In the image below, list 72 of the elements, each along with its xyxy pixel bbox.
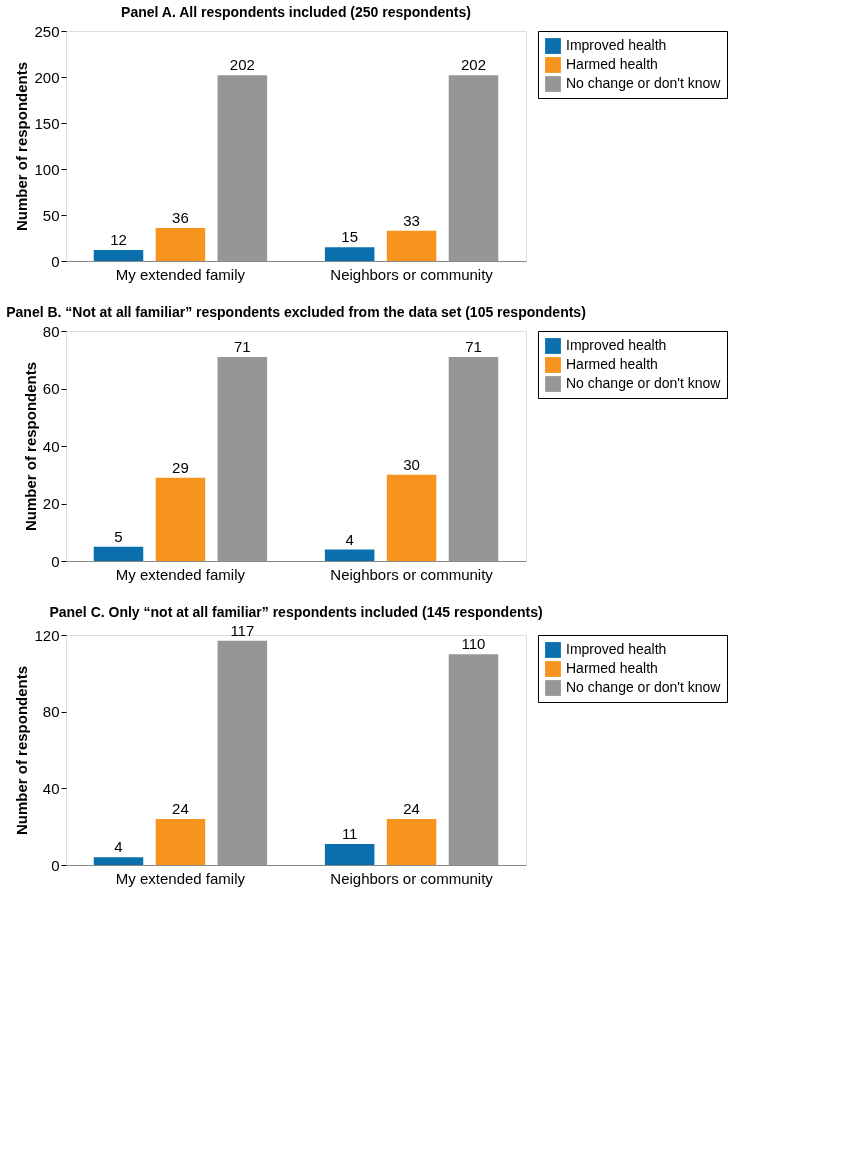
data-label: 24 bbox=[403, 800, 420, 817]
bar bbox=[155, 477, 206, 561]
y-tick-label: 80 bbox=[42, 703, 60, 721]
data-label: 12 bbox=[110, 230, 127, 248]
legend-label: Harmed health bbox=[566, 356, 658, 372]
y-tick-label: 200 bbox=[34, 68, 60, 86]
data-label: 71 bbox=[234, 337, 251, 355]
legend-label: No change or don't know bbox=[566, 75, 722, 91]
chart-title: Panel C. Only “not at all familiar” respondents included (145 respondents) bbox=[49, 603, 543, 620]
bar bbox=[448, 75, 499, 261]
bar bbox=[386, 819, 437, 865]
bar bbox=[324, 549, 375, 561]
data-label: 29 bbox=[172, 458, 189, 476]
bar bbox=[217, 75, 268, 261]
y-axis-title: Number of respondents bbox=[13, 61, 31, 232]
y-tick-label: 250 bbox=[34, 22, 60, 40]
y-tick-label: 80 bbox=[42, 322, 60, 340]
data-label: 36 bbox=[172, 208, 189, 226]
bar bbox=[217, 640, 268, 865]
bar bbox=[155, 819, 206, 865]
chart-title: Panel A. All respondents included (250 respondents) bbox=[121, 4, 471, 20]
bar bbox=[93, 857, 144, 865]
data-label: 202 bbox=[460, 56, 487, 74]
bar bbox=[155, 227, 206, 261]
data-label: 30 bbox=[403, 455, 420, 473]
y-tick-label: 20 bbox=[42, 495, 60, 512]
data-label: 71 bbox=[465, 337, 482, 355]
x-tick-label: My extended family bbox=[115, 265, 246, 283]
legend-label: Improved health bbox=[566, 37, 667, 53]
y-axis-title: Number of respondents bbox=[13, 665, 31, 836]
data-label: 11 bbox=[341, 824, 358, 842]
bar bbox=[93, 249, 144, 261]
y-axis-title: Number of respondents bbox=[21, 361, 39, 532]
y-tick-label: 40 bbox=[42, 437, 60, 455]
data-label: 4 bbox=[114, 838, 123, 856]
y-tick-label: 0 bbox=[51, 252, 60, 270]
legend-label: No change or don't know bbox=[566, 679, 722, 695]
data-label: 202 bbox=[229, 56, 255, 74]
bar bbox=[93, 546, 144, 561]
bar bbox=[324, 843, 375, 865]
legend-label: Improved health bbox=[566, 641, 667, 657]
chart-title: Panel B. “Not at all familiar” respondents excluded from the data set (105 respondents) bbox=[6, 304, 586, 320]
data-label: 15 bbox=[341, 228, 358, 246]
y-tick-label: 100 bbox=[34, 160, 60, 178]
bar bbox=[386, 230, 437, 261]
y-tick-label: 0 bbox=[51, 552, 60, 570]
bar bbox=[386, 474, 437, 561]
bar bbox=[448, 654, 499, 865]
y-tick-label: 60 bbox=[42, 380, 60, 397]
x-tick-label: Neighbors or community bbox=[330, 869, 494, 887]
y-tick-label: 0 bbox=[51, 856, 60, 874]
y-tick-label: 40 bbox=[42, 779, 60, 797]
bar bbox=[324, 247, 375, 261]
data-label: 33 bbox=[403, 211, 420, 229]
legend-label: Harmed health bbox=[566, 56, 658, 72]
y-tick-label: 50 bbox=[42, 206, 60, 224]
data-label: 4 bbox=[345, 530, 354, 548]
legend-label: No change or don't know bbox=[566, 375, 722, 391]
data-label: 110 bbox=[461, 635, 486, 653]
x-tick-label: My extended family bbox=[115, 869, 246, 887]
x-tick-label: My extended family bbox=[115, 565, 246, 583]
y-tick-label: 120 bbox=[34, 626, 60, 644]
y-tick-label: 150 bbox=[34, 114, 60, 132]
bar bbox=[217, 356, 268, 561]
x-tick-label: Neighbors or community bbox=[330, 265, 494, 283]
data-label: 24 bbox=[172, 800, 189, 817]
legend-label: Improved health bbox=[566, 337, 667, 353]
bar bbox=[448, 356, 499, 561]
legend-label: Harmed health bbox=[566, 660, 658, 676]
x-tick-label: Neighbors or community bbox=[330, 565, 494, 583]
data-label: 117 bbox=[230, 621, 255, 639]
data-label: 5 bbox=[114, 527, 123, 545]
